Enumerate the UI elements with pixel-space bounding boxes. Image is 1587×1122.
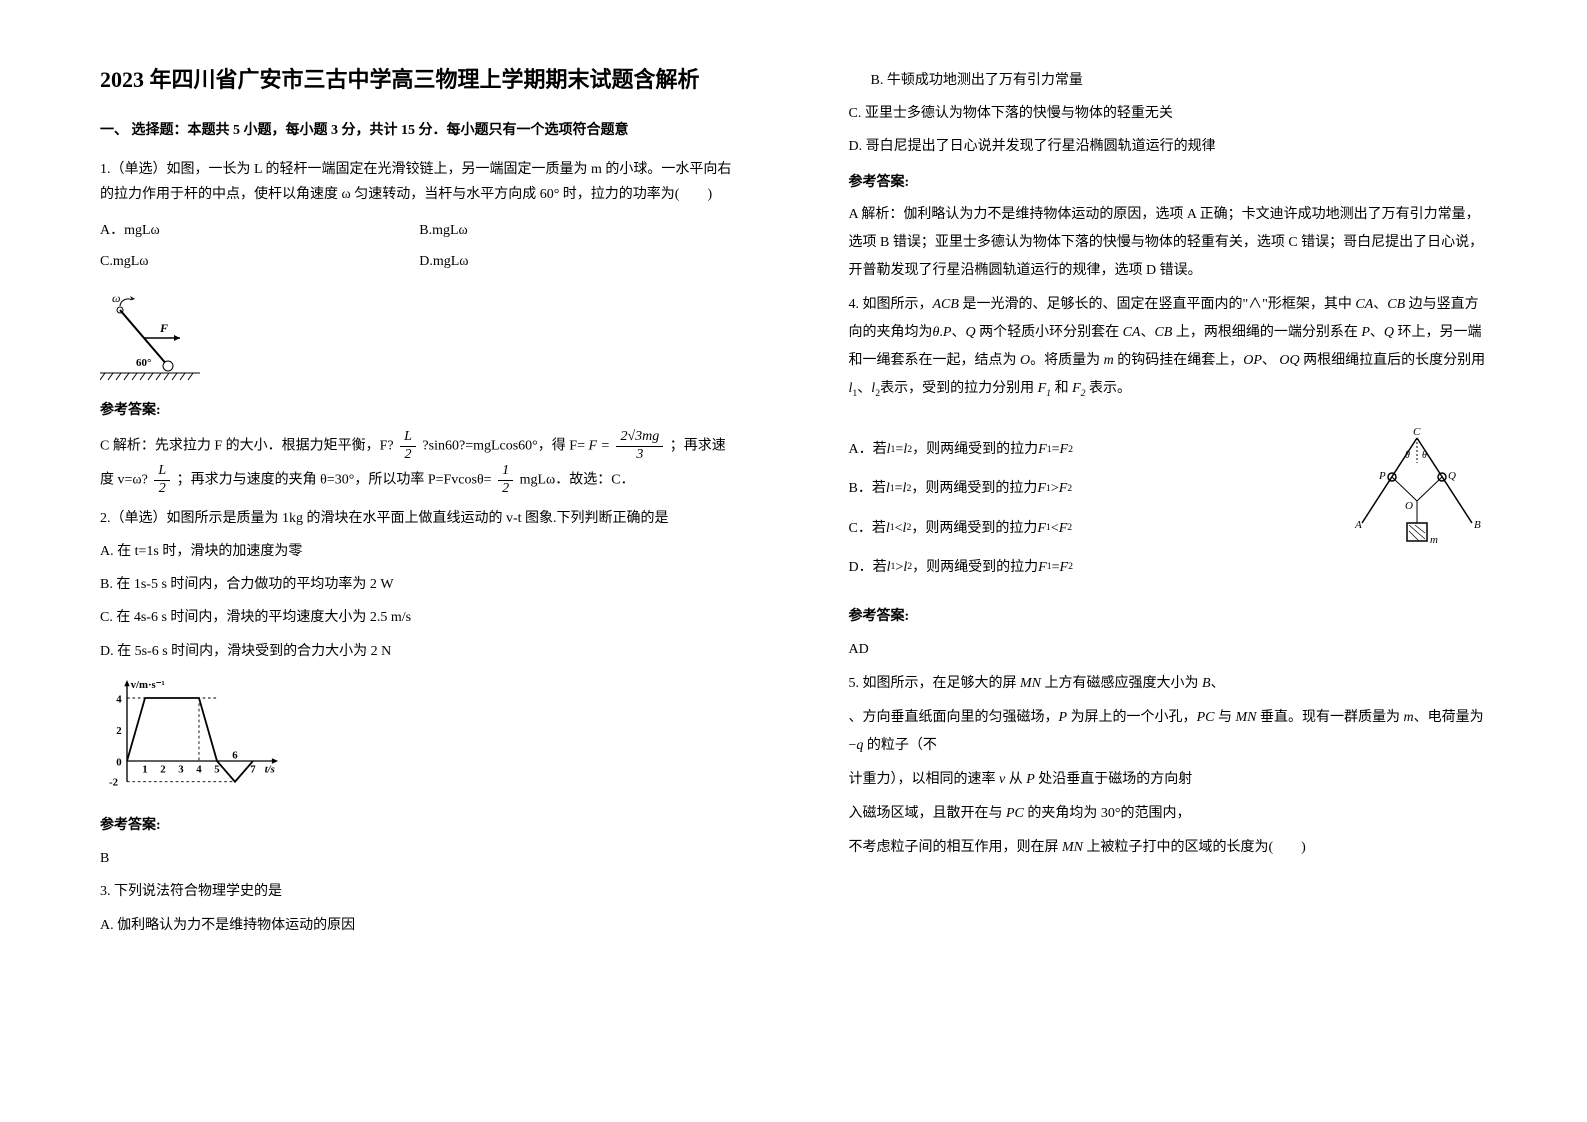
q5-stem-line3: 计重力），以相同的速率 v 从 P 处沿垂直于磁场的方向射 (849, 766, 1488, 794)
q1-stem: 1.（单选）如图，一长为 L 的轻杆一端固定在光滑铰链上，另一端固定一质量为 m… (100, 157, 739, 207)
xtick-4: 4 (196, 764, 202, 776)
q3-stem: 3. 下列说法符合物理学史的是 (100, 879, 739, 904)
q4-opt-c: C．若 l1< l2，则两绳受到的拉力 F1< F2 (849, 516, 1348, 541)
q5-stem-line1: 5. 如图所示，在足够大的屏 MN 上方有磁感应强度大小为 B、 (849, 670, 1488, 698)
q2-answer-heading: 参考答案: (100, 813, 739, 838)
q1-explain: C 解析：先求拉力 F 的大小．根据力矩平衡，F? L2 ?sin60?=mgL… (100, 429, 739, 498)
q4-stem: 4. 如图所示，ACB 是一光滑的、足够长的、固定在竖直平面内的"∧"形框架，其… (849, 291, 1488, 403)
p-label: P (1378, 470, 1386, 482)
xtick-1: 1 (142, 764, 147, 776)
q2-answer: B (100, 846, 739, 871)
angle-label: 60° (136, 357, 151, 369)
xtick-7: 7 (250, 764, 256, 776)
q4-diagram: C A B θ θ P Q O m (1347, 423, 1487, 572)
q1-diagram: ω F 60° (100, 288, 240, 388)
theta-label-r: θ (1422, 450, 1427, 461)
ytick-2: 2 (116, 725, 121, 737)
q3-opt-a: A. 伽利略认为力不是维持物体运动的原因 (100, 913, 739, 938)
hatching (100, 373, 193, 380)
m-label: m (1430, 534, 1438, 546)
q2-vt-graph: v/m·s⁻¹ t/s 4 2 0 -2 1 2 3 4 5 6 7 (100, 674, 739, 803)
c-label: C (1413, 426, 1421, 438)
q3-opt-b: B. 牛顿成功地测出了万有引力常量 (871, 68, 1488, 93)
q4-opt-d: D．若 l1> l2，则两绳受到的拉力 F1= F2 (849, 555, 1348, 580)
q-label: Q (1448, 470, 1456, 482)
y-axis-label: v/m·s⁻¹ (131, 679, 165, 691)
theta-label-l: θ (1405, 450, 1410, 461)
o-label: O (1405, 500, 1413, 512)
force-label: F (159, 321, 168, 335)
q5-stem-line2: 、方向垂直纸面向里的匀强磁场，P 为屏上的一个小孔，PC 与 MN 垂直。现有一… (849, 704, 1488, 760)
q4-opt-b: B．若 l1= l2，则两绳受到的拉力 F1> F2 (849, 476, 1348, 501)
left-column: 2023 年四川省广安市三古中学高三物理上学期期末试题含解析 一、 选择题：本题… (0, 0, 794, 1122)
xtick-2: 2 (160, 764, 165, 776)
right-column: B. 牛顿成功地测出了万有引力常量 C. 亚里士多德认为物体下落的快慢与物体的轻… (794, 0, 1587, 1122)
x-axis-label: t/s (265, 764, 275, 776)
q1-opt-c: C.mgLω (100, 249, 419, 274)
b-label: B (1474, 519, 1481, 531)
q1-answer-heading: 参考答案: (100, 398, 739, 423)
q4-answer-heading: 参考答案: (849, 604, 1488, 629)
xtick-3: 3 (178, 764, 184, 776)
q3-answer-heading: 参考答案: (849, 170, 1488, 195)
q5-stem-line5: 不考虑粒子间的相互作用，则在屏 MN 上被粒子打中的区域的长度为( ) (849, 834, 1488, 862)
xtick-6: 6 (232, 749, 238, 761)
q2-opt-b: B. 在 1s-5 s 时间内，合力做功的平均功率为 2 W (100, 572, 739, 597)
q2-opt-a: A. 在 t=1s 时，滑块的加速度为零 (100, 539, 739, 564)
ball (163, 361, 173, 371)
q1-opt-b: B.mgLω (419, 218, 738, 243)
q4-opt-a: A．若 l1= l2，则两绳受到的拉力 F1= F2 (849, 437, 1348, 462)
a-label: A (1354, 519, 1362, 531)
section-heading: 一、 选择题：本题共 5 小题，每小题 3 分，共计 15 分．每小题只有一个选… (100, 118, 739, 143)
ytick-neg2: -2 (109, 776, 118, 788)
q5-stem-line4: 入磁场区域，且散开在与 PC 的夹角均为 30°的范围内， (849, 800, 1488, 828)
ytick-0: 0 (116, 756, 121, 768)
q1-options: A．mgLω B.mgLω C.mgLω D.mgLω (100, 215, 739, 277)
q2-stem: 2.（单选）如图所示是质量为 1kg 的滑块在水平面上做直线运动的 v-t 图象… (100, 506, 739, 531)
q3-opt-c: C. 亚里士多德认为物体下落的快慢与物体的轻重无关 (849, 101, 1488, 126)
xtick-5: 5 (214, 764, 219, 776)
page-title: 2023 年四川省广安市三古中学高三物理上学期期末试题含解析 (100, 60, 739, 100)
q1-opt-a: A．mgLω (100, 218, 419, 243)
omega-label: ω (112, 291, 120, 305)
q2-opt-c: C. 在 4s-6 s 时间内，滑块的平均速度大小为 2.5 m/s (100, 605, 739, 630)
q3-opt-d: D. 哥白尼提出了日心说并发现了行星沿椭圆轨道运行的规律 (849, 134, 1488, 159)
ytick-4: 4 (116, 693, 122, 705)
q2-opt-d: D. 在 5s-6 s 时间内，滑块受到的合力大小为 2 N (100, 639, 739, 664)
q4-answer: AD (849, 637, 1488, 662)
q1-opt-d: D.mgLω (419, 249, 738, 274)
q3-answer: A 解析：伽利略认为力不是维持物体运动的原因，选项 A 正确；卡文迪许成功地测出… (849, 201, 1488, 285)
